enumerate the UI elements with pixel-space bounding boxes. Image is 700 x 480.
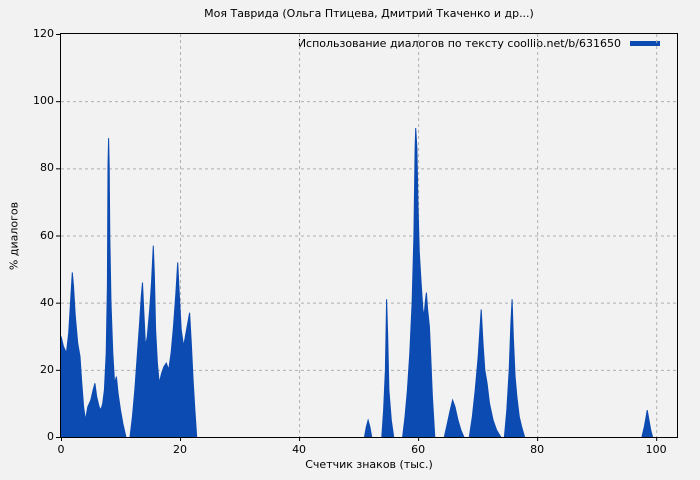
legend-line-sample [630,41,660,46]
x-tick-label: 60 [411,443,426,456]
x-tick-label: 100 [645,443,667,456]
x-tick-label: 0 [57,443,65,456]
y-tick-label: 80 [40,161,54,175]
x-tick-label: 20 [173,443,188,456]
y-tick-label: 100 [33,94,54,108]
y-tick-label: 20 [40,362,54,376]
y-tick-label: 120 [33,27,54,40]
y-tick-label: 60 [40,228,54,242]
y-tick-label: 40 [40,295,54,309]
legend: Использование диалогов по тексту coollib… [298,37,660,50]
area-outline [60,127,654,438]
y-tick-label: 0 [47,430,54,443]
legend-label: Использование диалогов по тексту coollib… [297,37,621,50]
area-series [61,128,677,437]
x-tick-label: 40 [292,443,307,456]
x-axis-label: Счетчик знаков (тыс.) [305,458,433,471]
x-tick-label: 80 [530,443,545,456]
chart-title: Моя Таврида (Ольга Птицева, Дмитрий Ткач… [204,7,534,20]
